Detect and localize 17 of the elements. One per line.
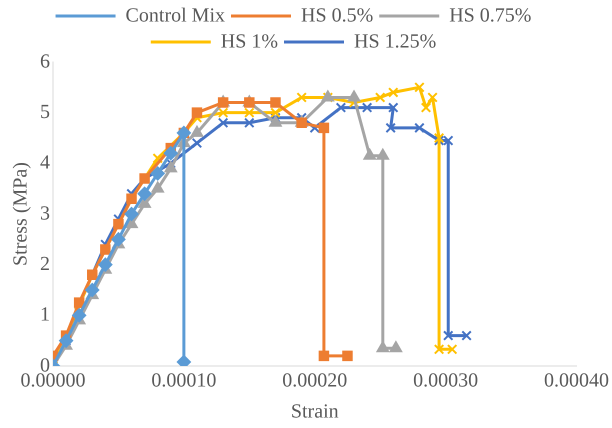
x-tick-label: 0.00020: [282, 369, 348, 392]
y-tick-label: 5: [40, 100, 50, 123]
x-axis-title: Strain: [290, 400, 339, 422]
x-tick-label: 0.00040: [544, 369, 609, 392]
y-tick-label: 2: [40, 252, 50, 275]
legend-label: HS 1.25%: [354, 30, 436, 52]
legend-label: HS 0.75%: [449, 4, 532, 26]
legend-label: HS 0.5%: [301, 4, 374, 26]
y-axis-title: Stress (MPa): [9, 162, 32, 266]
y-tick-label: 1: [40, 304, 50, 326]
legend-label: Control Mix: [126, 4, 225, 26]
legend-label: HS 1%: [220, 30, 278, 52]
y-tick-label: 3: [40, 202, 50, 224]
x-tick-label: 0.00010: [151, 369, 216, 392]
y-tick-label: 6: [40, 50, 50, 72]
x-tick-label: 0.00030: [413, 369, 478, 392]
y-tick-label: 4: [40, 152, 50, 174]
